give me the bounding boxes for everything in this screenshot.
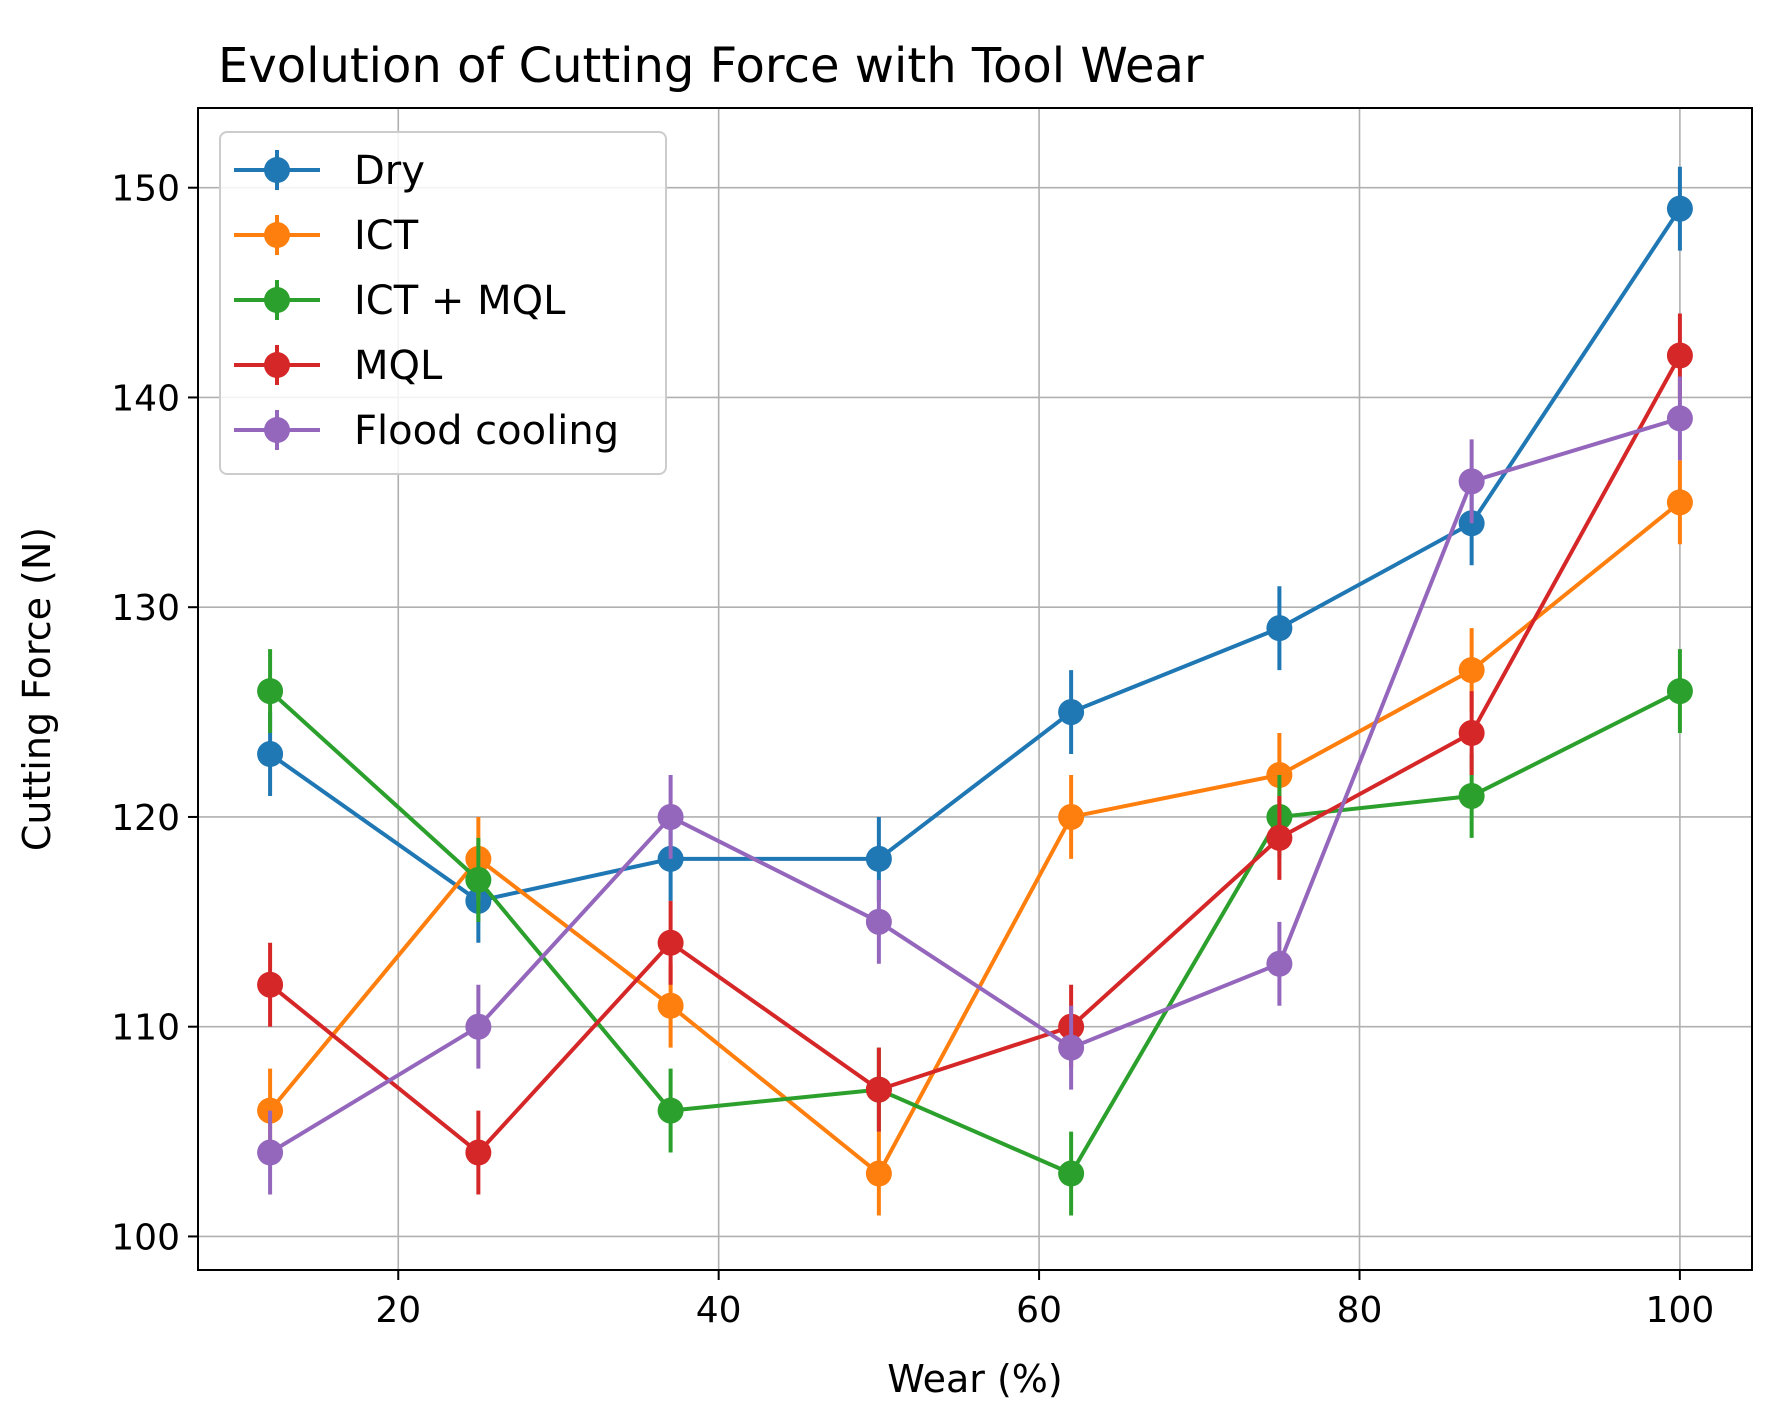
data-point bbox=[1266, 615, 1293, 642]
legend-label: ICT bbox=[354, 213, 419, 259]
data-point bbox=[657, 992, 684, 1019]
legend-label: ICT + MQL bbox=[354, 278, 566, 324]
legend-label: Flood cooling bbox=[354, 408, 619, 454]
series-line bbox=[268, 354, 1682, 1155]
data-point bbox=[657, 929, 684, 956]
data-point bbox=[865, 1076, 892, 1103]
x-tick-label: 100 bbox=[1646, 1290, 1715, 1331]
data-point bbox=[1666, 195, 1693, 222]
data-point bbox=[1058, 699, 1085, 726]
series-line bbox=[268, 500, 1682, 1176]
series-mql bbox=[257, 313, 1693, 1195]
data-point bbox=[1458, 657, 1485, 684]
legend-marker bbox=[264, 352, 290, 378]
data-point bbox=[257, 971, 284, 998]
data-point bbox=[1458, 782, 1485, 809]
legend-entry: Dry bbox=[234, 148, 425, 194]
data-point bbox=[465, 1013, 492, 1040]
data-point bbox=[1266, 824, 1293, 851]
data-point bbox=[1666, 678, 1693, 705]
data-point bbox=[1058, 803, 1085, 830]
series-line bbox=[268, 689, 1681, 1176]
data-point bbox=[865, 908, 892, 935]
data-point bbox=[865, 845, 892, 872]
y-axis-title: Cutting Force (N) bbox=[15, 527, 59, 851]
data-point bbox=[1666, 489, 1693, 516]
legend-marker bbox=[264, 157, 290, 183]
x-tick-label: 40 bbox=[696, 1290, 742, 1331]
x-tick-label: 60 bbox=[1016, 1290, 1062, 1331]
plot-frame bbox=[197, 107, 1753, 1271]
y-tick-label: 140 bbox=[111, 378, 180, 419]
data-point bbox=[1458, 720, 1485, 747]
series-line bbox=[268, 207, 1682, 903]
x-tick-label: 80 bbox=[1337, 1290, 1383, 1331]
data-point bbox=[1266, 950, 1293, 977]
legend-marker bbox=[264, 222, 290, 248]
series-flood-cooling bbox=[257, 376, 1693, 1195]
y-tick-label: 120 bbox=[111, 798, 180, 839]
x-axis-title: Wear (%) bbox=[887, 1357, 1062, 1401]
data-point bbox=[257, 1139, 284, 1166]
legend-label: Dry bbox=[354, 148, 425, 194]
data-point bbox=[657, 803, 684, 830]
data-point bbox=[1666, 342, 1693, 369]
data-point bbox=[257, 741, 284, 768]
data-point bbox=[865, 1160, 892, 1187]
series-group bbox=[257, 166, 1693, 1216]
data-point bbox=[1666, 405, 1693, 432]
y-tick-label: 100 bbox=[111, 1217, 180, 1258]
legend-marker bbox=[264, 417, 290, 443]
legend-entry: ICT bbox=[234, 213, 419, 259]
legend: Dry ICT ICT + MQL MQL Flood cooling bbox=[219, 131, 667, 475]
data-point bbox=[257, 678, 284, 705]
grid-lines bbox=[198, 108, 1752, 1270]
legend-marker bbox=[264, 287, 290, 313]
data-point bbox=[465, 1139, 492, 1166]
data-point bbox=[465, 866, 492, 893]
series-line bbox=[269, 416, 1681, 1155]
data-point bbox=[1458, 468, 1485, 495]
data-point bbox=[657, 1097, 684, 1124]
legend-box bbox=[219, 131, 667, 475]
legend-entry: Flood cooling bbox=[234, 408, 619, 454]
axis-ticks: 20 40 60 80 100 100 110 120 130 140 150 bbox=[111, 169, 1714, 1331]
y-tick-label: 150 bbox=[111, 169, 180, 210]
legend-entry: ICT + MQL bbox=[234, 278, 566, 324]
legend-label: MQL bbox=[354, 343, 443, 389]
x-tick-label: 20 bbox=[375, 1290, 421, 1331]
data-point bbox=[1058, 1160, 1085, 1187]
y-tick-label: 110 bbox=[111, 1008, 180, 1049]
y-tick-label: 130 bbox=[111, 588, 180, 629]
chart-title: Evolution of Cutting Force with Tool Wea… bbox=[218, 38, 1204, 94]
data-point bbox=[1058, 1034, 1085, 1061]
legend-entry: MQL bbox=[234, 343, 443, 389]
series-dry bbox=[257, 166, 1693, 943]
